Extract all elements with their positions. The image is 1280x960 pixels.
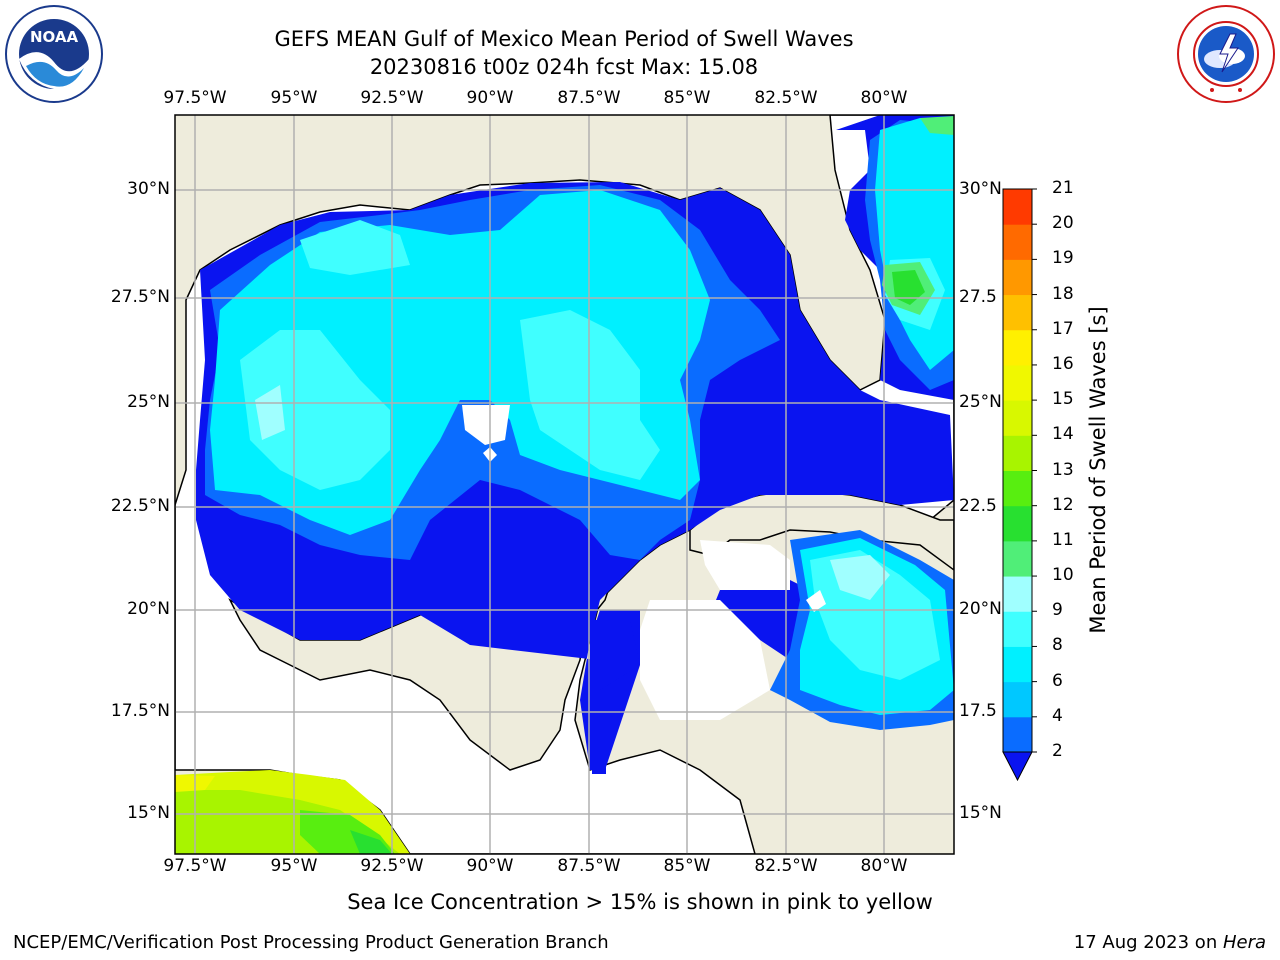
colorbar-tick-label: 19	[1052, 248, 1074, 269]
right-lat-label: 17.5	[959, 701, 997, 721]
top-lon-label: 95°W	[270, 88, 318, 108]
colorbar-tick-label: 15	[1052, 389, 1074, 410]
colorbar-tick-label: 21	[1052, 178, 1074, 198]
footer-host: Hera	[1222, 932, 1266, 953]
top-lon-label: 85°W	[663, 88, 711, 108]
bottom-lon-label: 82.5°W	[754, 856, 818, 876]
colorbar	[1002, 188, 1037, 782]
colorbar-segment	[1003, 576, 1032, 612]
colorbar-segment	[1003, 400, 1032, 436]
chart-subtitle: 20230816 t00z 024h fcst Max: 15.08	[369, 55, 759, 79]
colorbar-segment	[1003, 329, 1032, 366]
colorbar-tick-label: 13	[1052, 459, 1074, 480]
top-lon-label: 92.5°W	[360, 88, 424, 108]
bottom-lon-label: 80°W	[860, 856, 908, 876]
colorbar-segment	[1003, 364, 1032, 401]
bottom-lon-label: 97.5°W	[163, 856, 227, 876]
colorbar-segment	[1003, 435, 1032, 471]
colorbar-tick-label: 2	[1052, 741, 1063, 761]
bottom-lon-label: 95°W	[270, 856, 318, 876]
map-frame	[174, 114, 955, 855]
map-area	[175, 115, 954, 854]
graticule	[175, 115, 954, 854]
colorbar-tick-label: 16	[1052, 353, 1074, 374]
bottom-lon-label: 87.5°W	[557, 856, 621, 876]
right-lat-label: 30°N	[959, 179, 1002, 199]
right-lat-label: 27.5	[959, 287, 997, 307]
right-lat-label: 22.5	[959, 496, 997, 516]
right-lat-label: 25°N	[959, 392, 1002, 412]
colorbar-segment	[1003, 505, 1032, 542]
colorbar-segment	[1003, 540, 1032, 577]
colorbar-segment	[1003, 189, 1032, 225]
left-lat-label: 15°N	[127, 803, 170, 823]
colorbar-segment	[1003, 611, 1032, 647]
noaa-logo-text: NOAA	[30, 28, 79, 46]
left-lat-label: 30°N	[127, 179, 170, 199]
colorbar-tick-label: 14	[1052, 424, 1074, 445]
colorbar-tick-label: 12	[1052, 494, 1074, 515]
colorbar-tick-label: 6	[1052, 670, 1063, 691]
colorbar-segment	[1003, 716, 1032, 753]
top-lon-label: 87.5°W	[557, 88, 621, 108]
colorbar-tick-label: 4	[1052, 705, 1063, 726]
nws-logo	[1176, 4, 1276, 104]
left-lat-label: 22.5°N	[110, 496, 170, 516]
colorbar-segment	[1003, 646, 1032, 683]
colorbar-segment	[1003, 259, 1032, 296]
bottom-lon-label: 85°W	[663, 856, 711, 876]
colorbar-tick-label: 17	[1052, 318, 1074, 339]
chart-title: GEFS MEAN Gulf of Mexico Mean Period of …	[274, 27, 854, 51]
colorbar-segment	[1003, 294, 1032, 331]
noaa-logo: NOAA	[4, 4, 104, 104]
bottom-lon-label: 90°W	[466, 856, 514, 876]
colorbar-tick-label: 11	[1052, 529, 1074, 550]
top-lon-label: 90°W	[466, 88, 514, 108]
colorbar-segment	[1003, 681, 1032, 718]
left-lat-label: 20°N	[127, 599, 170, 619]
colorbar-segment	[1003, 224, 1032, 260]
colorbar-title: Mean Period of Swell Waves [s]	[1086, 306, 1110, 634]
colorbar-tick-label: 10	[1052, 565, 1074, 586]
right-lat-label: 20°N	[959, 599, 1002, 619]
colorbar-segment	[1003, 470, 1032, 507]
ice-note-text: Sea Ice Concentration > 15% is shown in …	[347, 890, 933, 914]
right-lat-label: 15°N	[959, 803, 1002, 823]
colorbar-tick-label: 18	[1052, 283, 1074, 304]
ice-note: Sea Ice Concentration > 15% is shown in …	[0, 890, 1280, 914]
swell-field	[175, 115, 954, 854]
colorbar-extend-triangle	[1002, 751, 1033, 782]
bottom-lon-label: 92.5°W	[360, 856, 424, 876]
top-lon-label: 80°W	[860, 88, 908, 108]
colorbar-tick-label: 20	[1052, 213, 1074, 234]
footer-left: NCEP/EMC/Verification Post Processing Pr…	[13, 932, 609, 953]
colorbar-tick-label: 9	[1052, 600, 1063, 621]
left-lat-label: 25°N	[127, 392, 170, 412]
left-lat-label: 17.5°N	[110, 701, 170, 721]
top-lon-label: 97.5°W	[163, 88, 227, 108]
left-lat-label: 27.5°N	[110, 287, 170, 307]
footer-right: 17 Aug 2023 on Hera	[1074, 932, 1266, 953]
top-lon-label: 82.5°W	[754, 88, 818, 108]
colorbar-tick-label: 8	[1052, 635, 1063, 656]
footer-date: 17 Aug 2023 on	[1073, 932, 1223, 953]
